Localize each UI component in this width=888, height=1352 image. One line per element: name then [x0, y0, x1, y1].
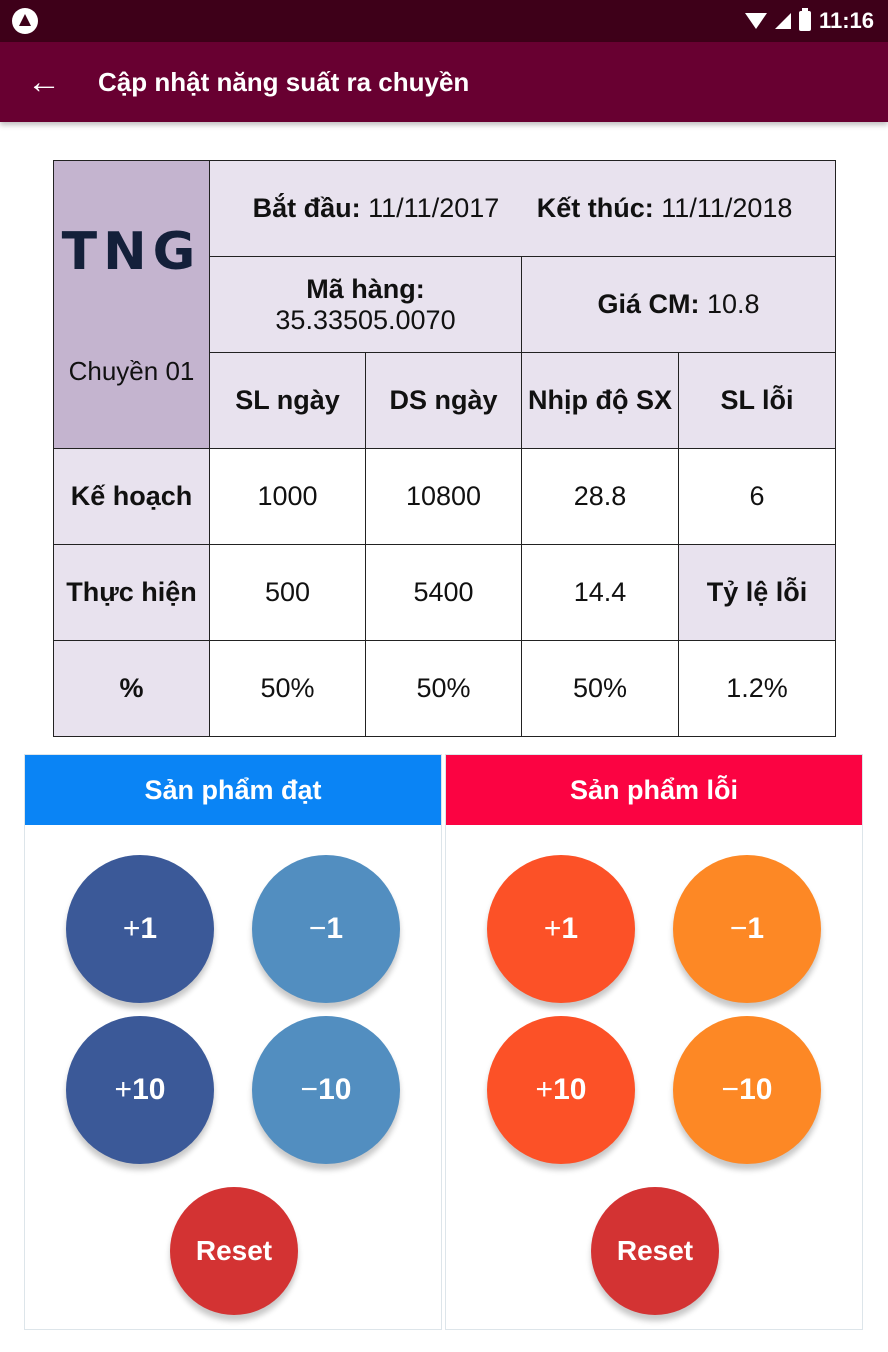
- column-header: Nhịp độ SX: [521, 352, 679, 449]
- end-label: Kết thúc:: [536, 193, 654, 223]
- button-value: 10: [739, 1073, 773, 1106]
- button-value: 1: [561, 912, 579, 945]
- good-minus-1-button[interactable]: −1: [252, 855, 400, 1003]
- battery-icon: [798, 8, 811, 31]
- back-arrow-icon[interactable]: ←: [27, 63, 61, 101]
- minus-sign: −: [721, 1073, 740, 1106]
- good-minus-10-button[interactable]: −10: [252, 1016, 400, 1164]
- table-cell: 6: [677, 448, 837, 545]
- column-header: DS ngày: [365, 352, 522, 449]
- code-label: Mã hàng:: [306, 273, 425, 304]
- defect-minus-1-button[interactable]: −1: [673, 855, 821, 1003]
- defect-minus-10-button[interactable]: −10: [673, 1016, 821, 1164]
- table-cell: 5400: [365, 544, 522, 641]
- button-value: 1: [326, 912, 344, 945]
- defect-plus-1-button[interactable]: +1: [487, 855, 635, 1003]
- start-value: 11/11/2017: [368, 193, 500, 223]
- status-bar: 11:16: [0, 0, 888, 42]
- button-value: 1: [140, 912, 158, 945]
- column-header: SL ngày: [209, 352, 366, 449]
- main-content: TNG Chuyền 01 Bắt đầu: 11/11/2017 Kết th…: [0, 122, 888, 1352]
- line-cell: TNG Chuyền 01: [53, 160, 210, 449]
- table-row: Kế hoạch 1000 10800 28.8 6: [53, 448, 837, 545]
- table-cell: 50%: [521, 640, 679, 737]
- table-cell: 50%: [209, 640, 366, 737]
- good-plus-10-button[interactable]: +10: [66, 1016, 214, 1164]
- app-bar: ← Cập nhật năng suất ra chuyền: [0, 42, 888, 122]
- table-cell: 50%: [365, 640, 522, 737]
- defect-products-title: Sản phẩm lỗi: [446, 755, 862, 825]
- signal-icon: [774, 13, 791, 29]
- start-label: Bắt đầu:: [252, 193, 361, 223]
- button-value: 10: [132, 1073, 166, 1106]
- defect-products-panel: Sản phẩm lỗi +1 −1 +10 −10 Reset: [445, 754, 863, 1330]
- code-value: 35.33505.0070: [275, 304, 456, 335]
- product-code-cell: Mã hàng: 35.33505.0070: [209, 256, 522, 353]
- price-label: Giá CM:: [597, 289, 700, 319]
- minus-sign: −: [300, 1073, 319, 1106]
- good-products-title: Sản phẩm đạt: [25, 755, 441, 825]
- price-cell: Giá CM: 10.8: [520, 256, 837, 353]
- button-value: 10: [318, 1073, 352, 1106]
- page-title: Cập nhật năng suất ra chuyền: [98, 67, 470, 97]
- good-products-panel: Sản phẩm đạt +1 −1 +10 −10 Reset: [24, 754, 442, 1330]
- good-reset-button[interactable]: Reset: [170, 1187, 298, 1315]
- end-value: 11/11/2018: [661, 193, 793, 223]
- table-cell: 500: [209, 544, 366, 641]
- plus-sign: +: [114, 1073, 133, 1106]
- price-value: 10.8: [707, 289, 760, 319]
- row-label: Thực hiện: [53, 544, 210, 641]
- plus-sign: +: [535, 1073, 554, 1106]
- app-notification-icon: [12, 8, 38, 34]
- column-header: SL lỗi: [677, 352, 837, 449]
- defect-reset-button[interactable]: Reset: [591, 1187, 719, 1315]
- table-cell: 1.2%: [677, 640, 837, 737]
- table-cell: 14.4: [521, 544, 679, 641]
- plus-sign: +: [543, 912, 562, 945]
- status-icons: 11:16: [744, 8, 874, 34]
- good-plus-1-button[interactable]: +1: [66, 855, 214, 1003]
- row-label: Kế hoạch: [53, 448, 210, 545]
- button-value: 1: [747, 912, 765, 945]
- plus-sign: +: [122, 912, 141, 945]
- table-row: Thực hiện 500 5400 14.4 Tỷ lệ lỗi: [53, 544, 837, 641]
- defect-rate-label: Tỷ lệ lỗi: [677, 544, 837, 641]
- table-cell: 1000: [209, 448, 366, 545]
- row-label: %: [53, 640, 210, 737]
- button-value: 10: [553, 1073, 587, 1106]
- status-time: 11:16: [818, 8, 874, 33]
- minus-sign: −: [729, 912, 748, 945]
- table-cell: 28.8: [521, 448, 679, 545]
- wifi-icon: [744, 13, 767, 29]
- defect-plus-10-button[interactable]: +10: [487, 1016, 635, 1164]
- table-cell: 10800: [365, 448, 522, 545]
- date-range-cell: Bắt đầu: 11/11/2017 Kết thúc: 11/11/2018: [208, 160, 837, 257]
- line-name: Chuyền 01: [68, 356, 195, 386]
- production-table: TNG Chuyền 01 Bắt đầu: 11/11/2017 Kết th…: [53, 160, 837, 737]
- minus-sign: −: [308, 912, 327, 945]
- table-row: % 50% 50% 50% 1.2%: [53, 640, 837, 737]
- tng-logo: TNG: [61, 222, 202, 282]
